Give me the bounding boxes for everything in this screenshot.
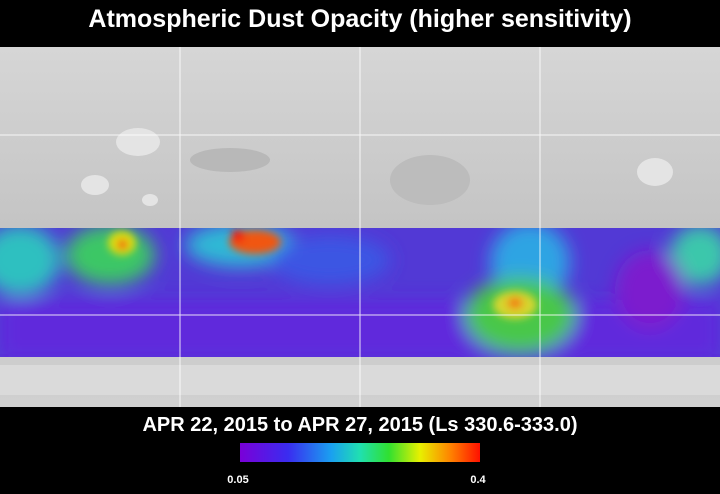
volcano (116, 128, 160, 156)
colorbar-max-label: 0.4 (470, 474, 486, 486)
dust-patch (0, 228, 60, 295)
graticule (0, 47, 720, 407)
plain (390, 155, 470, 205)
volcano (637, 158, 673, 186)
dust-patch (670, 228, 720, 285)
colorbar: 0.05 0.4 (227, 443, 487, 486)
map-title: Atmospheric Dust Opacity (higher sensiti… (88, 5, 631, 33)
date-range: APR 22, 2015 to APR 27, 2015 (Ls 330.6-3… (142, 414, 577, 436)
colorbar-min-label: 0.05 (227, 474, 248, 486)
colorbar-gradient (240, 443, 480, 462)
volcano (142, 194, 158, 206)
dust-hotspot (118, 240, 127, 249)
dust-hotspot (232, 230, 244, 242)
dust-patch (615, 250, 685, 330)
canyon (190, 148, 270, 172)
dust-hotspots (108, 230, 537, 319)
volcano (81, 175, 109, 195)
mars-map (0, 47, 720, 407)
dust-hotspot (507, 297, 523, 309)
